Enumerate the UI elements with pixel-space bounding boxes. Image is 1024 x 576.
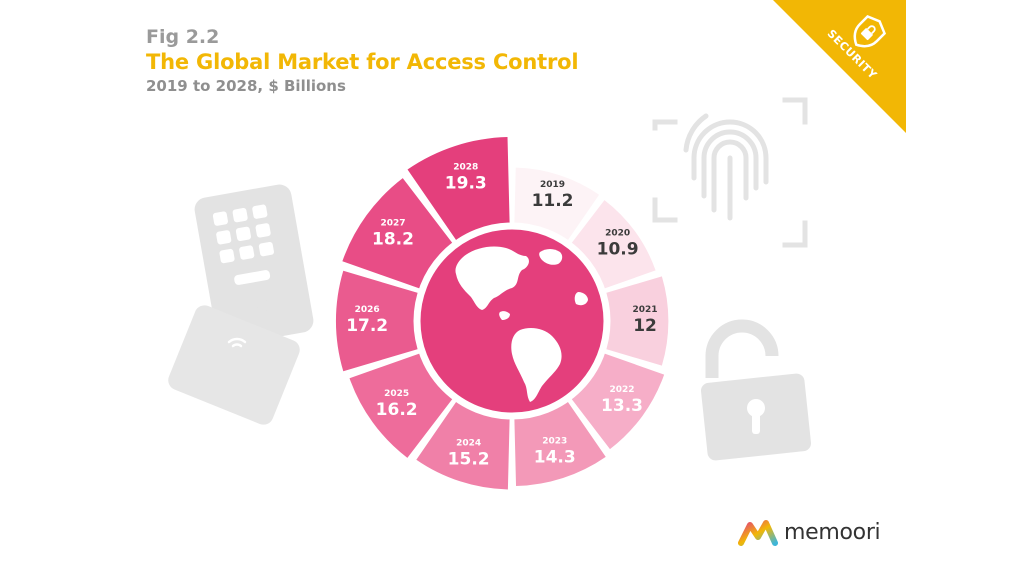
segment-2028 xyxy=(407,137,510,245)
value-label-2021: 12 xyxy=(633,316,657,336)
value-label-2026: 17.2 xyxy=(346,316,388,336)
year-label-2025: 2025 xyxy=(384,389,409,399)
segment-2024 xyxy=(416,397,510,490)
value-label-2022: 13.3 xyxy=(601,396,643,416)
figure-number: Fig 2.2 xyxy=(146,26,220,48)
security-corner-badge: SECURITY xyxy=(773,0,906,133)
segment-2026 xyxy=(335,270,423,372)
year-label-2019: 2019 xyxy=(540,180,565,190)
chart-header: Fig 2.2 The Global Market for Access Con… xyxy=(146,26,579,96)
value-label-2025: 16.2 xyxy=(376,400,418,420)
year-label-2023: 2023 xyxy=(542,436,567,446)
segment-2021 xyxy=(601,276,669,366)
globe-icon xyxy=(413,222,611,420)
year-label-2027: 2027 xyxy=(380,219,405,229)
memoori-brand: memoori xyxy=(738,514,881,550)
year-label-2028: 2028 xyxy=(453,163,478,173)
shield-lock-icon xyxy=(853,14,887,48)
year-label-2024: 2024 xyxy=(456,438,481,448)
value-label-2024: 15.2 xyxy=(448,449,490,469)
brand-name: memoori xyxy=(784,519,881,545)
segment-2025 xyxy=(349,351,456,458)
year-label-2020: 2020 xyxy=(605,228,630,238)
value-label-2027: 18.2 xyxy=(372,230,414,250)
value-label-2023: 14.3 xyxy=(534,447,576,467)
chart-subtitle: 2019 to 2028, $ Billions xyxy=(146,77,346,95)
memoori-logo-icon xyxy=(738,520,778,546)
segment-2023 xyxy=(514,397,606,487)
year-label-2021: 2021 xyxy=(633,305,658,315)
value-label-2028: 19.3 xyxy=(445,174,487,194)
year-label-2026: 2026 xyxy=(355,305,380,315)
value-label-2020: 10.9 xyxy=(597,239,639,259)
chart-title: The Global Market for Access Control xyxy=(146,50,579,74)
segment-2027 xyxy=(342,178,456,291)
value-label-2019: 11.2 xyxy=(532,191,574,211)
year-label-2022: 2022 xyxy=(609,385,634,395)
segment-2019 xyxy=(514,167,600,245)
